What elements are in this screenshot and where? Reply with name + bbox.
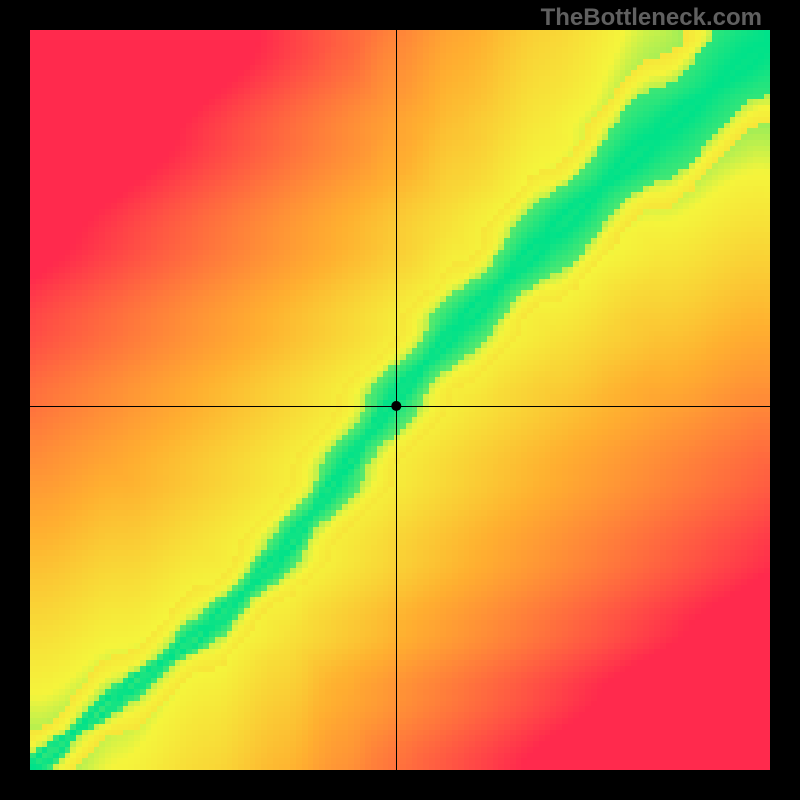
crosshair-overlay [0,0,800,800]
watermark-text: TheBottleneck.com [541,4,762,32]
chart-container: { "watermark": { "text": "TheBottleneck.… [0,0,800,800]
